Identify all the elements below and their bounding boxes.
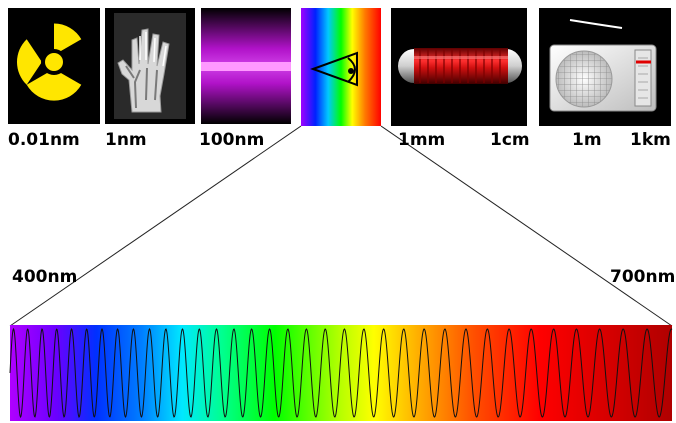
radio-panel [539,8,671,126]
hand-xray-icon [117,28,170,113]
label-xray-wavelength: 1nm [105,130,147,150]
label-gamma-wavelength: 0.01nm [8,130,80,150]
radio-receiver-icon [549,19,657,112]
visible-light-panel [301,8,381,126]
radiation-hazard-icon [16,23,82,101]
label-ultraviolet-wavelength: 100nm [199,130,265,150]
ultraviolet-lamp-icon [201,62,291,71]
label-meter: 1m [572,130,602,150]
xray-panel [105,8,195,124]
label-millimeter: 1mm [398,130,446,150]
gamma-ray-panel [8,8,100,124]
label-visible-end: 700nm [610,267,676,287]
visible-spectrum-band [10,325,672,421]
microwave-oven-icon [398,48,522,84]
wavelength-sine-wave [9,327,673,419]
zoom-connector-lines [9,125,673,327]
microwave-panel [391,8,527,126]
label-kilometer: 1km [630,130,671,150]
eye-prism-icon [310,51,358,87]
label-centimeter: 1cm [490,130,530,150]
label-visible-start: 400nm [12,267,78,287]
ultraviolet-panel [201,8,291,124]
